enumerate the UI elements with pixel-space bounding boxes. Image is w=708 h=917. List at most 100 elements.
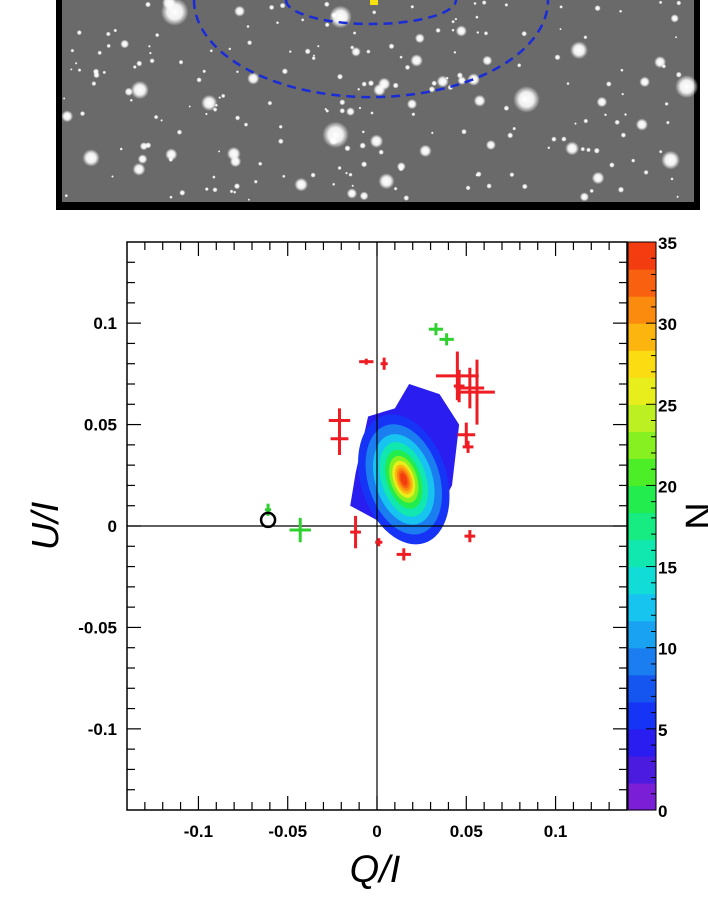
colorbar-segment	[628, 728, 656, 757]
star	[329, 136, 338, 146]
star	[145, 142, 152, 149]
star	[481, 0, 487, 5]
star	[473, 94, 486, 107]
star	[393, 186, 398, 191]
x-tick-label: 0	[372, 822, 381, 841]
star	[410, 54, 423, 67]
star	[345, 171, 348, 175]
star	[504, 3, 509, 7]
star	[153, 114, 159, 120]
star	[639, 76, 650, 88]
star	[312, 54, 316, 57]
star	[102, 70, 107, 75]
star	[202, 69, 207, 74]
star	[454, 17, 458, 21]
star	[455, 25, 467, 37]
star	[547, 146, 551, 150]
star	[624, 113, 627, 116]
y-tick-label: 0	[108, 517, 117, 536]
star	[596, 96, 608, 108]
colorbar-segment	[628, 566, 656, 595]
star	[428, 86, 436, 93]
target-marker	[370, 0, 378, 5]
star	[361, 161, 368, 168]
star	[92, 68, 100, 75]
star	[129, 98, 133, 102]
star	[322, 121, 349, 148]
star	[278, 138, 284, 145]
colorbar-tick-label: 25	[658, 396, 677, 415]
star	[643, 169, 649, 175]
star	[559, 27, 562, 31]
star	[670, 177, 674, 181]
star	[235, 70, 239, 74]
star	[339, 108, 346, 114]
star	[317, 44, 320, 48]
star	[111, 175, 114, 178]
star	[521, 183, 528, 190]
star	[513, 86, 540, 113]
star	[580, 146, 586, 152]
star	[82, 149, 100, 167]
colorbar-segment	[628, 485, 656, 514]
star	[664, 101, 669, 106]
star	[201, 94, 218, 111]
red-data-point	[462, 440, 474, 453]
x-tick-label: -0.05	[268, 822, 307, 841]
y-tick-label: 0.05	[84, 416, 117, 435]
star	[658, 149, 663, 154]
colorbar-tick-label: 0	[658, 802, 667, 821]
star	[304, 48, 311, 55]
star	[70, 48, 75, 53]
star	[209, 49, 213, 53]
colorbar-tick-label: 20	[658, 477, 677, 496]
star	[279, 2, 286, 9]
star	[218, 96, 222, 99]
star	[301, 18, 305, 22]
star	[74, 62, 78, 65]
star	[130, 80, 149, 100]
star	[378, 149, 384, 155]
star	[517, 63, 522, 68]
star	[352, 31, 357, 35]
colorbar: 35 30 25 20 15 10 5 0	[627, 234, 677, 821]
star	[430, 131, 434, 135]
star	[149, 58, 155, 64]
star	[482, 55, 493, 66]
colorbar-frame	[627, 241, 657, 811]
star	[378, 173, 395, 190]
star	[589, 188, 594, 194]
star	[212, 175, 216, 179]
star	[369, 134, 384, 148]
star	[512, 126, 517, 131]
red-data-point	[435, 351, 479, 401]
star	[620, 132, 627, 138]
star	[258, 161, 263, 166]
star	[609, 162, 615, 168]
star	[361, 130, 365, 134]
star	[594, 5, 601, 12]
star	[350, 45, 355, 50]
star	[614, 119, 620, 126]
y-tick-label: -0.05	[78, 618, 117, 637]
star	[76, 29, 82, 36]
star	[654, 56, 667, 69]
colorbar-tick-label: 15	[658, 559, 677, 578]
colorbar-segment	[628, 674, 656, 703]
colorbar-tick-label: 35	[658, 234, 677, 253]
star	[275, 21, 280, 25]
star	[120, 39, 130, 49]
star	[631, 158, 636, 163]
star	[359, 142, 366, 149]
green-data-point	[439, 333, 454, 346]
y-tick-label: 0.1	[93, 314, 117, 333]
star	[179, 189, 186, 196]
star	[235, 115, 241, 121]
star	[169, 195, 173, 199]
colorbar-tick-label: 5	[658, 721, 667, 740]
star	[620, 68, 624, 72]
star	[453, 50, 457, 54]
star	[674, 36, 678, 39]
star	[403, 195, 410, 201]
star	[436, 75, 449, 88]
